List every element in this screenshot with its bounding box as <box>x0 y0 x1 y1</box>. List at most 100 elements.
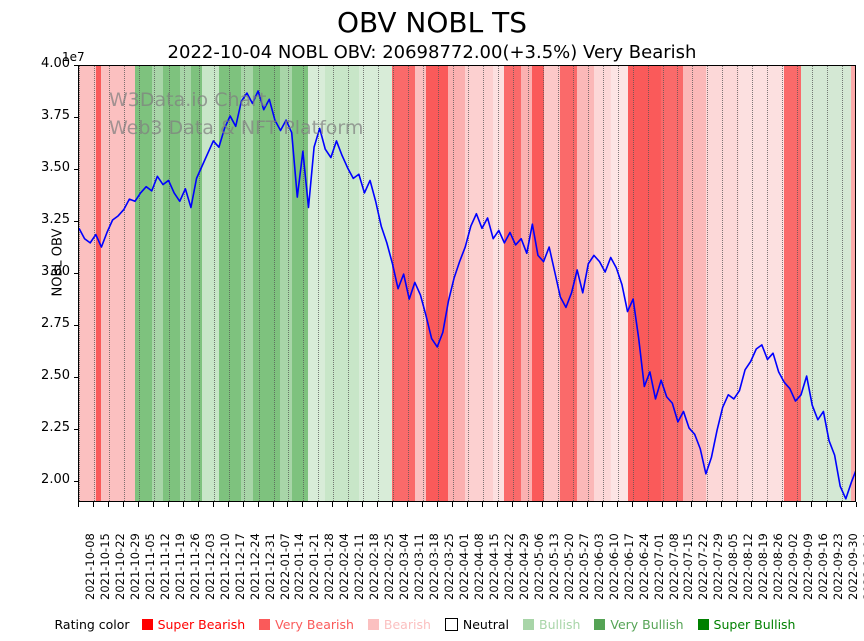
rating-band <box>532 66 544 501</box>
x-tick-label: 2022-05-27 <box>576 533 591 600</box>
y-axis-exponent-label: 1e7 <box>62 50 85 64</box>
legend-swatch-icon <box>697 618 709 630</box>
x-tick-label: 2022-02-11 <box>352 533 367 600</box>
x-tick-mark <box>542 502 543 507</box>
x-tick-label: 2022-09-09 <box>801 533 816 600</box>
rating-band <box>190 66 203 501</box>
gridline <box>303 66 304 501</box>
gridline <box>588 66 589 501</box>
rating-band <box>358 66 393 501</box>
x-tick-label: 2022-04-15 <box>486 533 501 600</box>
obv-line-series <box>79 90 855 500</box>
x-tick-mark <box>168 502 169 507</box>
gridline <box>663 66 664 501</box>
gridline <box>363 66 364 501</box>
legend-item[interactable]: Super Bullish <box>697 616 796 632</box>
rating-band <box>593 66 611 501</box>
y-tick-mark <box>74 169 78 171</box>
legend-swatch-icon <box>259 618 271 630</box>
gridline <box>154 66 155 501</box>
y-tick-label: 2.50 <box>41 368 70 384</box>
x-tick-mark <box>123 502 124 507</box>
x-tick-mark <box>497 502 498 507</box>
x-tick-label: 2022-09-16 <box>816 533 831 600</box>
x-tick-label: 2022-05-06 <box>531 533 546 600</box>
x-tick-label: 2021-11-12 <box>157 533 172 600</box>
x-tick-mark <box>602 502 603 507</box>
x-tick-mark <box>377 502 378 507</box>
x-tick-label: 2022-07-08 <box>666 533 681 600</box>
x-tick-mark <box>332 502 333 507</box>
gridline <box>333 66 334 501</box>
legend-item[interactable]: Super Bearish <box>141 617 245 632</box>
y-tick-label: 4.00 <box>41 56 70 71</box>
rating-band <box>325 66 359 501</box>
gridline <box>229 66 230 501</box>
x-tick-label: 2021-12-24 <box>247 533 262 600</box>
gridline <box>318 66 319 501</box>
x-tick-label: 2022-07-22 <box>696 533 711 600</box>
x-tick-mark <box>826 502 827 507</box>
rating-band <box>521 66 533 501</box>
gridline <box>288 66 289 501</box>
legend-item[interactable]: Very Bullish <box>594 616 684 632</box>
x-tick-label: 2022-01-07 <box>277 533 292 600</box>
rating-band <box>241 66 253 501</box>
x-tick-mark <box>811 502 812 507</box>
x-tick-label: 2021-10-22 <box>112 533 127 600</box>
x-tick-label: 2022-05-20 <box>561 533 576 600</box>
x-tick-mark <box>183 502 184 507</box>
x-tick-mark <box>766 502 767 507</box>
legend-title: Rating color <box>54 616 130 632</box>
x-tick-label: 2022-01-14 <box>292 533 307 600</box>
legend-item[interactable]: Bearish <box>367 617 431 632</box>
gridline <box>94 66 95 501</box>
rating-band <box>101 66 135 501</box>
x-tick-mark <box>422 502 423 507</box>
x-tick-mark <box>93 502 94 507</box>
x-tick-mark <box>138 502 139 507</box>
legend-label: Neutral <box>462 616 510 632</box>
gridline <box>348 66 349 501</box>
gridline <box>393 66 394 501</box>
gridline <box>752 66 753 501</box>
chart-subtitle: 2022-10-04 NOBL OBV: 20698772.00(+3.5%) … <box>167 42 697 63</box>
x-tick-mark <box>347 502 348 507</box>
gridline <box>244 66 245 501</box>
gridline <box>109 66 110 501</box>
legend-label: Very Bullish <box>610 616 684 632</box>
gridline <box>79 66 80 501</box>
legend-item[interactable]: Bullish <box>523 617 580 632</box>
x-tick-mark <box>751 502 752 507</box>
legend-swatch-icon <box>523 618 535 630</box>
gridline <box>259 66 260 501</box>
gridline <box>378 66 379 501</box>
gridline <box>633 66 634 501</box>
gridline <box>423 66 424 501</box>
gridline <box>483 66 484 501</box>
x-tick-mark <box>557 502 558 507</box>
rating-band <box>739 66 785 501</box>
x-tick-label: 2022-08-12 <box>741 533 756 600</box>
x-tick-label: 2021-12-03 <box>202 533 217 600</box>
x-tick-label: 2022-05-13 <box>546 533 561 600</box>
gridline <box>408 66 409 501</box>
legend-item[interactable]: Neutral <box>444 616 510 632</box>
y-tick-label: 2.00 <box>41 472 70 488</box>
x-tick-mark <box>392 502 393 507</box>
x-tick-label: 2022-08-05 <box>726 533 741 600</box>
x-tick-mark <box>676 502 677 507</box>
gridline <box>677 66 678 501</box>
gridline <box>692 66 693 501</box>
x-tick-mark <box>407 502 408 507</box>
legend-swatch-icon <box>141 618 153 630</box>
x-tick-mark <box>706 502 707 507</box>
y-tick-label: 2.25 <box>41 420 70 436</box>
legend-item[interactable]: Very Bearish <box>259 617 354 632</box>
x-tick-mark <box>691 502 692 507</box>
x-tick-label: 2022-07-29 <box>711 533 726 600</box>
rating-band <box>683 66 706 501</box>
legend-label: Super Bullish <box>713 616 796 632</box>
